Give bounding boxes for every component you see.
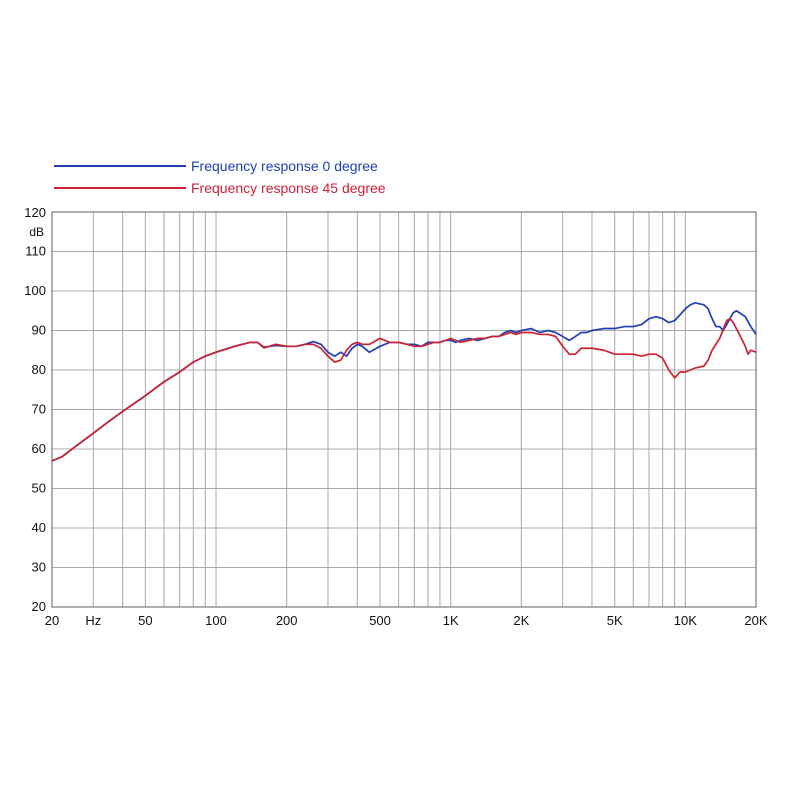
y-tick-label: 120 (24, 205, 46, 220)
x-tick-label: 200 (276, 613, 298, 628)
y-tick-label: 90 (32, 323, 46, 338)
x-axis-unit-label: Hz (85, 613, 101, 628)
x-tick-label: 10K (674, 613, 697, 628)
y-tick-label: 110 (25, 244, 46, 259)
series-line-1 (51, 317, 757, 462)
x-tick-label: 5K (607, 613, 623, 628)
x-tick-label: 500 (369, 613, 391, 628)
y-tick-label: 70 (32, 402, 46, 417)
y-tick-label: 60 (32, 441, 46, 456)
x-tick-label: 50 (138, 613, 152, 628)
y-tick-label: 40 (32, 520, 46, 535)
y-axis-unit-label: dB (29, 225, 44, 239)
legend-entry-1: Frequency response 45 degree (191, 180, 386, 196)
series-line-0 (51, 302, 757, 462)
y-tick-labels: 20 30 40 50 60 70 80 90 100 110 120 (24, 205, 46, 614)
plot-frame (51, 211, 757, 608)
series-layer (51, 302, 757, 462)
grid (51, 211, 757, 608)
x-tick-labels: 20 50 100 200 500 1K 2K 5K 10K 20K (45, 613, 768, 628)
legend: Frequency response 0 degree Frequency res… (54, 158, 386, 196)
x-tick-label: 2K (513, 613, 529, 628)
x-tick-label: 20 (45, 613, 59, 628)
y-tick-label: 20 (32, 599, 46, 614)
y-tick-label: 100 (24, 283, 46, 298)
x-tick-label: 100 (205, 613, 227, 628)
x-tick-label: 20K (744, 613, 767, 628)
x-tick-label: 1K (443, 613, 459, 628)
y-tick-label: 30 (32, 560, 46, 575)
y-tick-label: 50 (32, 481, 46, 496)
legend-entry-0: Frequency response 0 degree (191, 158, 378, 174)
y-tick-label: 80 (32, 362, 46, 377)
